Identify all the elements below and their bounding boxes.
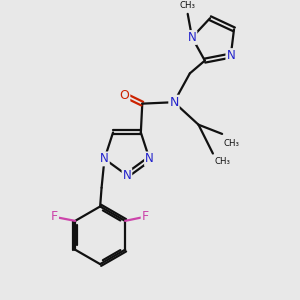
Text: F: F	[51, 210, 58, 223]
Text: CH₃: CH₃	[180, 2, 196, 10]
Text: N: N	[145, 152, 154, 165]
Text: CH₃: CH₃	[224, 139, 240, 148]
Text: F: F	[142, 210, 149, 223]
Text: O: O	[119, 88, 129, 101]
Text: N: N	[188, 31, 196, 44]
Text: N: N	[100, 152, 109, 165]
Text: N: N	[226, 49, 235, 62]
Text: N: N	[123, 169, 131, 182]
Text: CH₃: CH₃	[214, 157, 230, 166]
Text: N: N	[169, 96, 179, 109]
